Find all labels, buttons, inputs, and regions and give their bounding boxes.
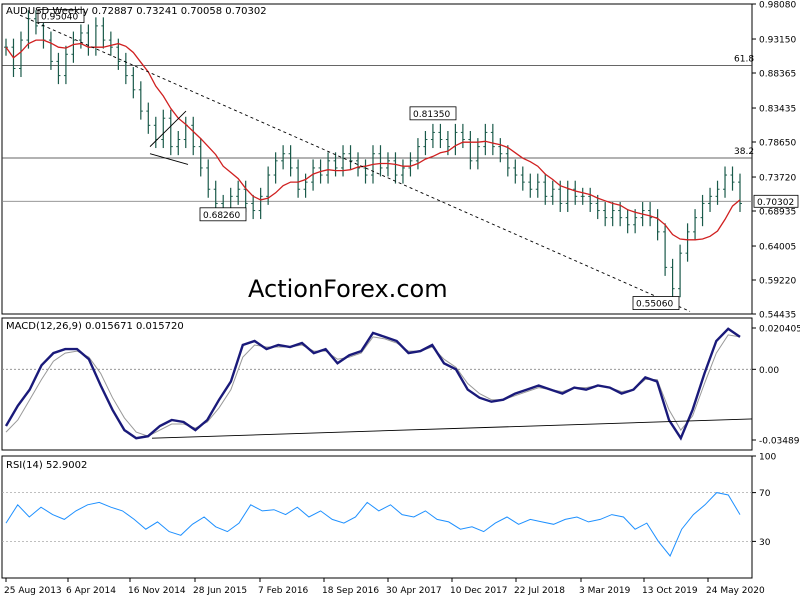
price-annotation-label: 0.68260 — [203, 211, 240, 221]
x-tick-label: 22 Jul 2018 — [514, 586, 565, 596]
x-tick-label: 7 Feb 2016 — [258, 586, 309, 596]
x-axis: 25 Aug 2013 6 Apr 2014 16 Nov 2014 28 Jun 2… — [4, 578, 765, 596]
wedge-line-lower — [149, 153, 189, 165]
x-tick-label: 18 Sep 2016 — [322, 586, 379, 596]
price-y-tick-label: 0.73720 — [759, 174, 796, 184]
fib-level-label: 61.8 — [734, 55, 754, 65]
macd-line — [4, 327, 741, 441]
macd-panel-frame — [1, 317, 753, 451]
price-annotation-label: 0.81350 — [413, 110, 450, 120]
macd-y-tick-label: 0.00 — [759, 366, 779, 376]
x-tick-label: 3 Mar 2019 — [579, 586, 631, 596]
price-y-tick-label: 0.88365 — [759, 70, 796, 80]
price-y-tick-label: 0.64005 — [759, 243, 796, 253]
rsi-y-tick-label: 30 — [759, 538, 771, 548]
watermark: ActionForex.com — [248, 275, 448, 303]
price-annotation-label: 0.95040 — [41, 13, 78, 23]
price-panel: 0.98080 0.93150 0.88365 0.83435 0.78650 0.737… — [1, 1, 799, 321]
price-annotation-box — [409, 106, 457, 121]
macd-label: MACD(12,26,9) 0.015671 0.015720 — [6, 321, 184, 332]
price-y-tick-label: 0.68935 — [759, 208, 796, 218]
rsi-panel: RSI(14) 52.9002 100 70 30 — [1, 453, 776, 579]
rsi-line — [5, 492, 741, 557]
x-tick-label: 10 Dec 2017 — [450, 586, 508, 596]
wedge-line-upper — [149, 110, 187, 147]
price-header: AUDUSD,Weekly 0.72887 0.73241 0.70058 0.… — [6, 6, 267, 17]
last-price-label: 0.70302 — [757, 198, 794, 208]
price-y-tick-label: 0.83435 — [759, 105, 796, 115]
x-tick-label: 13 Oct 2019 — [642, 586, 698, 596]
macd-y-tick-label: 0.020405 — [759, 325, 800, 335]
x-tick-label: 16 Nov 2014 — [128, 586, 186, 596]
x-tick-label: 25 Aug 2013 — [4, 586, 62, 596]
x-tick-label: 28 Jun 2015 — [193, 586, 247, 596]
x-tick-label: 6 Apr 2014 — [66, 586, 116, 596]
last-price-box — [753, 194, 799, 208]
price-y-tick-label: 0.59220 — [759, 277, 796, 287]
dashed-trendline — [19, 14, 691, 312]
price-y-tick-label: 0.98080 — [759, 1, 796, 11]
price-annotation-box — [199, 207, 247, 222]
fib-level-label: 38.2 — [734, 147, 754, 157]
moving-average-line — [5, 39, 741, 241]
macd-y-tick-label: -0.034892 — [759, 437, 800, 447]
price-annotation-label: 0.55060 — [636, 300, 673, 310]
rsi-y-tick-label: 70 — [759, 489, 771, 499]
rsi-panel-frame — [1, 455, 753, 579]
x-tick-label: 24 May 2020 — [706, 586, 765, 596]
price-y-tick-label: 0.78650 — [759, 139, 796, 149]
price-y-tick-label: 0.93150 — [759, 36, 796, 46]
x-tick-label: 30 Apr 2017 — [386, 586, 442, 596]
rsi-y-tick-label: 100 — [759, 453, 776, 463]
macd-panel: MACD(12,26,9) 0.015671 0.015720 0.020405 0… — [1, 317, 800, 451]
rsi-label: RSI(14) 52.9002 — [6, 460, 87, 471]
macd-trendline — [151, 418, 753, 439]
price-y-tick-label: 0.54435 — [759, 311, 796, 321]
price-bars — [4, 10, 742, 298]
price-panel-frame — [1, 3, 753, 315]
price-annotation-box — [632, 296, 680, 310]
price-annotation-box — [37, 9, 85, 23]
